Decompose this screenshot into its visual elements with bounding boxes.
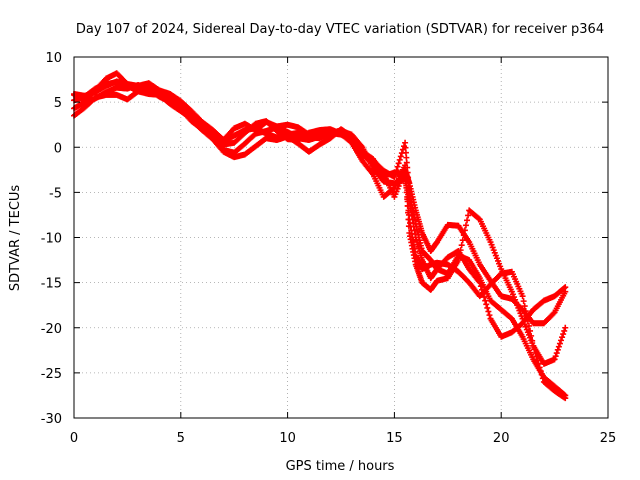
- y-tick-label: -10: [41, 232, 62, 247]
- data-point: [392, 170, 399, 177]
- data-series: [71, 70, 569, 402]
- data-point: [524, 317, 531, 324]
- y-tick-label: -15: [41, 277, 62, 292]
- y-tick-label: -20: [41, 322, 62, 337]
- x-tick-label: 10: [279, 431, 296, 446]
- data-point: [555, 343, 562, 350]
- data-point: [484, 304, 491, 311]
- data-point: [552, 353, 559, 360]
- data-point: [457, 247, 464, 254]
- data-point: [521, 303, 528, 310]
- chart-title: Day 107 of 2024, Sidereal Day-to-day VTE…: [76, 22, 604, 37]
- data-point: [396, 156, 403, 163]
- y-tick-label: 0: [54, 141, 62, 156]
- data-point: [393, 167, 400, 174]
- x-tick-label: 15: [386, 431, 403, 446]
- data-point: [462, 222, 469, 229]
- x-tick-labels: 0 5 10 15 20 25: [70, 431, 616, 446]
- x-tick-label: 20: [493, 431, 510, 446]
- y-axis-label: SDTVAR / TECUs: [8, 185, 23, 292]
- data-point: [394, 163, 401, 170]
- data-point: [529, 337, 536, 344]
- data-point: [561, 391, 568, 398]
- data-point: [530, 342, 537, 349]
- y-tick-label: -30: [41, 412, 62, 427]
- data-point: [475, 215, 482, 222]
- data-point: [553, 350, 560, 357]
- y-tick-label: 10: [45, 51, 62, 66]
- data-point: [531, 346, 538, 353]
- data-point: [465, 212, 472, 219]
- data-point: [520, 298, 527, 305]
- data-point: [483, 301, 490, 308]
- data-point: [523, 313, 530, 320]
- axis-ticks: [73, 56, 609, 419]
- data-point: [528, 332, 535, 339]
- data-point: [461, 227, 468, 234]
- data-point: [532, 350, 539, 357]
- data-point: [485, 308, 492, 315]
- data-point: [395, 160, 402, 167]
- data-point: [558, 337, 565, 344]
- data-point: [458, 242, 465, 249]
- x-tick-label: 0: [70, 431, 78, 446]
- data-point: [464, 217, 471, 224]
- y-tick-labels: -30 -25 -20 -15 -10 -5 0 5 10: [41, 51, 62, 427]
- data-point: [551, 356, 558, 363]
- series-5: [71, 78, 569, 399]
- data-point: [556, 340, 563, 347]
- y-tick-label: -5: [49, 186, 62, 201]
- data-point: [397, 153, 404, 160]
- data-point: [390, 185, 397, 192]
- data-point: [559, 334, 566, 341]
- data-point: [460, 232, 467, 239]
- x-tick-label: 25: [600, 431, 617, 446]
- data-point: [527, 327, 534, 334]
- data-point: [550, 310, 557, 317]
- data-point: [459, 237, 466, 244]
- data-point: [561, 285, 568, 292]
- data-point: [525, 322, 532, 329]
- data-point: [519, 293, 526, 300]
- data-point: [522, 308, 529, 315]
- y-tick-label: 5: [54, 96, 62, 111]
- y-tick-label: -25: [41, 367, 62, 382]
- data-point: [561, 327, 568, 334]
- data-point: [554, 346, 561, 353]
- data-point: [482, 297, 489, 304]
- data-point: [562, 324, 569, 331]
- data-point: [560, 331, 567, 338]
- data-point: [481, 294, 488, 301]
- data-point: [562, 392, 569, 399]
- data-point: [486, 312, 493, 319]
- x-axis-label: GPS time / hours: [286, 459, 395, 474]
- x-tick-label: 5: [177, 431, 185, 446]
- data-point: [391, 174, 398, 181]
- data-point: [562, 288, 569, 295]
